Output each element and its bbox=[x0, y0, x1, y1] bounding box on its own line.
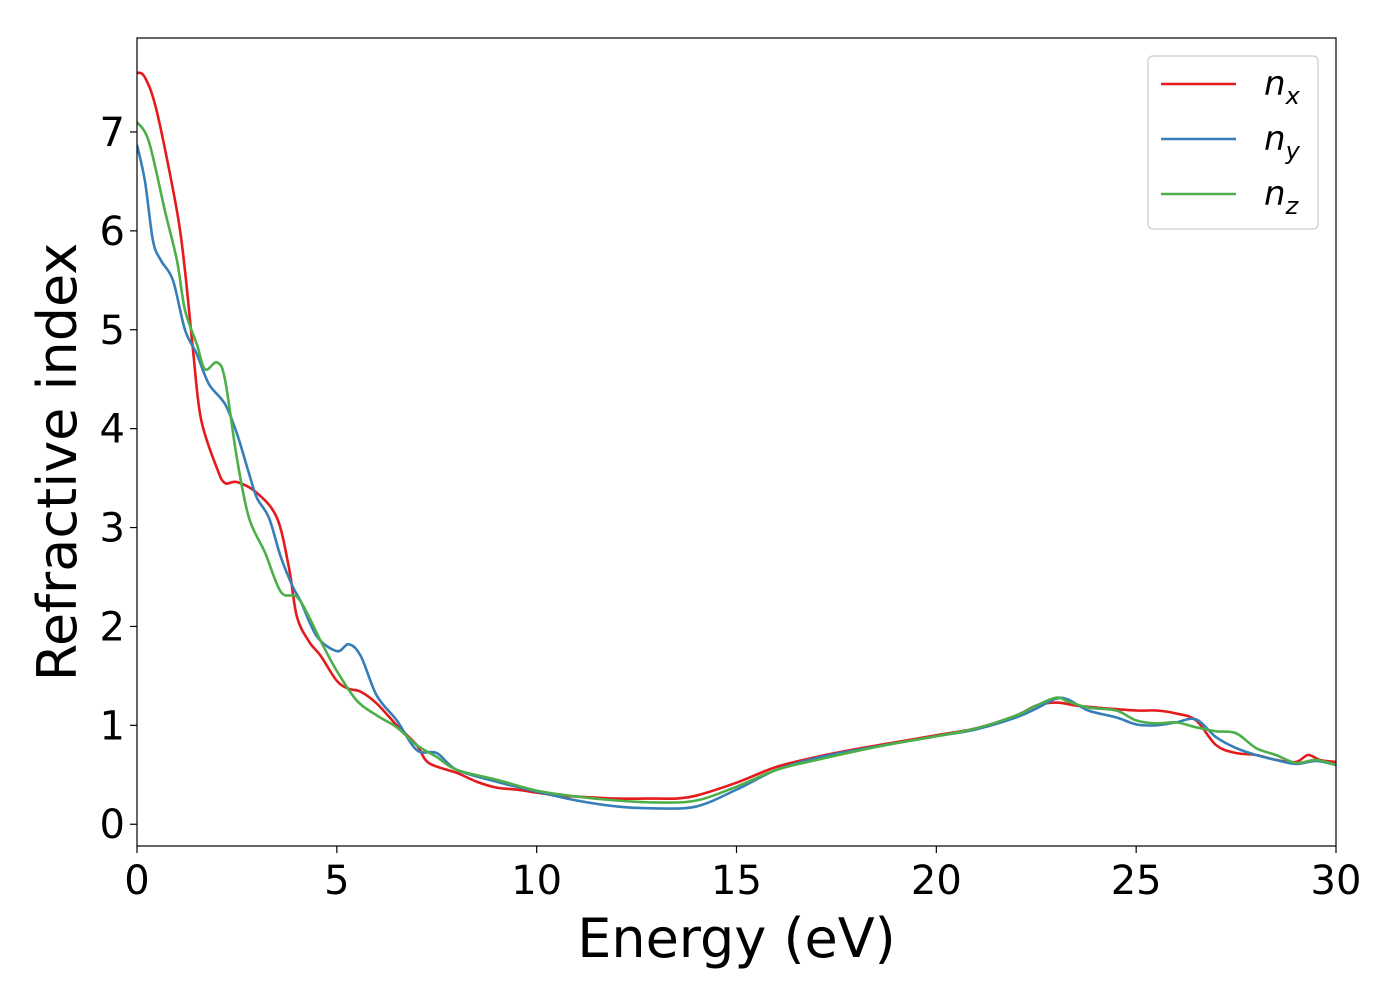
y-tick-label: 6 bbox=[100, 209, 125, 255]
x-tick-label: 10 bbox=[511, 858, 562, 904]
plot-lines bbox=[137, 71, 1336, 810]
series-line-nz bbox=[137, 121, 1336, 804]
x-tick-label: 20 bbox=[911, 858, 962, 904]
legend-label-ny: ny bbox=[1264, 119, 1301, 165]
y-tick-label: 7 bbox=[100, 110, 125, 156]
y-tick-label: 3 bbox=[100, 506, 125, 552]
x-tick-label: 30 bbox=[1311, 858, 1362, 904]
x-tick-label: 25 bbox=[1111, 858, 1162, 904]
legend-label-nx: nx bbox=[1264, 64, 1301, 110]
y-tick-label: 5 bbox=[100, 308, 125, 354]
x-tick-label: 5 bbox=[324, 858, 349, 904]
x-tick-label: 15 bbox=[711, 858, 762, 904]
x-tick-label: 0 bbox=[124, 858, 149, 904]
y-axis-title: Refractive index bbox=[26, 243, 89, 682]
x-axis: 0 5 10 15 20 25 30 bbox=[124, 846, 1361, 904]
legend-box bbox=[1147, 55, 1319, 230]
x-axis-title: Energy (eV) bbox=[577, 907, 896, 970]
y-tick-label: 2 bbox=[100, 604, 125, 650]
series-line-ny bbox=[137, 144, 1336, 810]
legend: nx ny nz bbox=[1147, 55, 1319, 230]
y-tick-label: 4 bbox=[100, 407, 125, 453]
y-axis: 0 1 2 3 4 5 6 7 bbox=[100, 110, 137, 848]
y-tick-label: 1 bbox=[100, 703, 125, 749]
legend-label-nz: nz bbox=[1264, 174, 1300, 220]
y-tick-label: 0 bbox=[100, 802, 125, 848]
